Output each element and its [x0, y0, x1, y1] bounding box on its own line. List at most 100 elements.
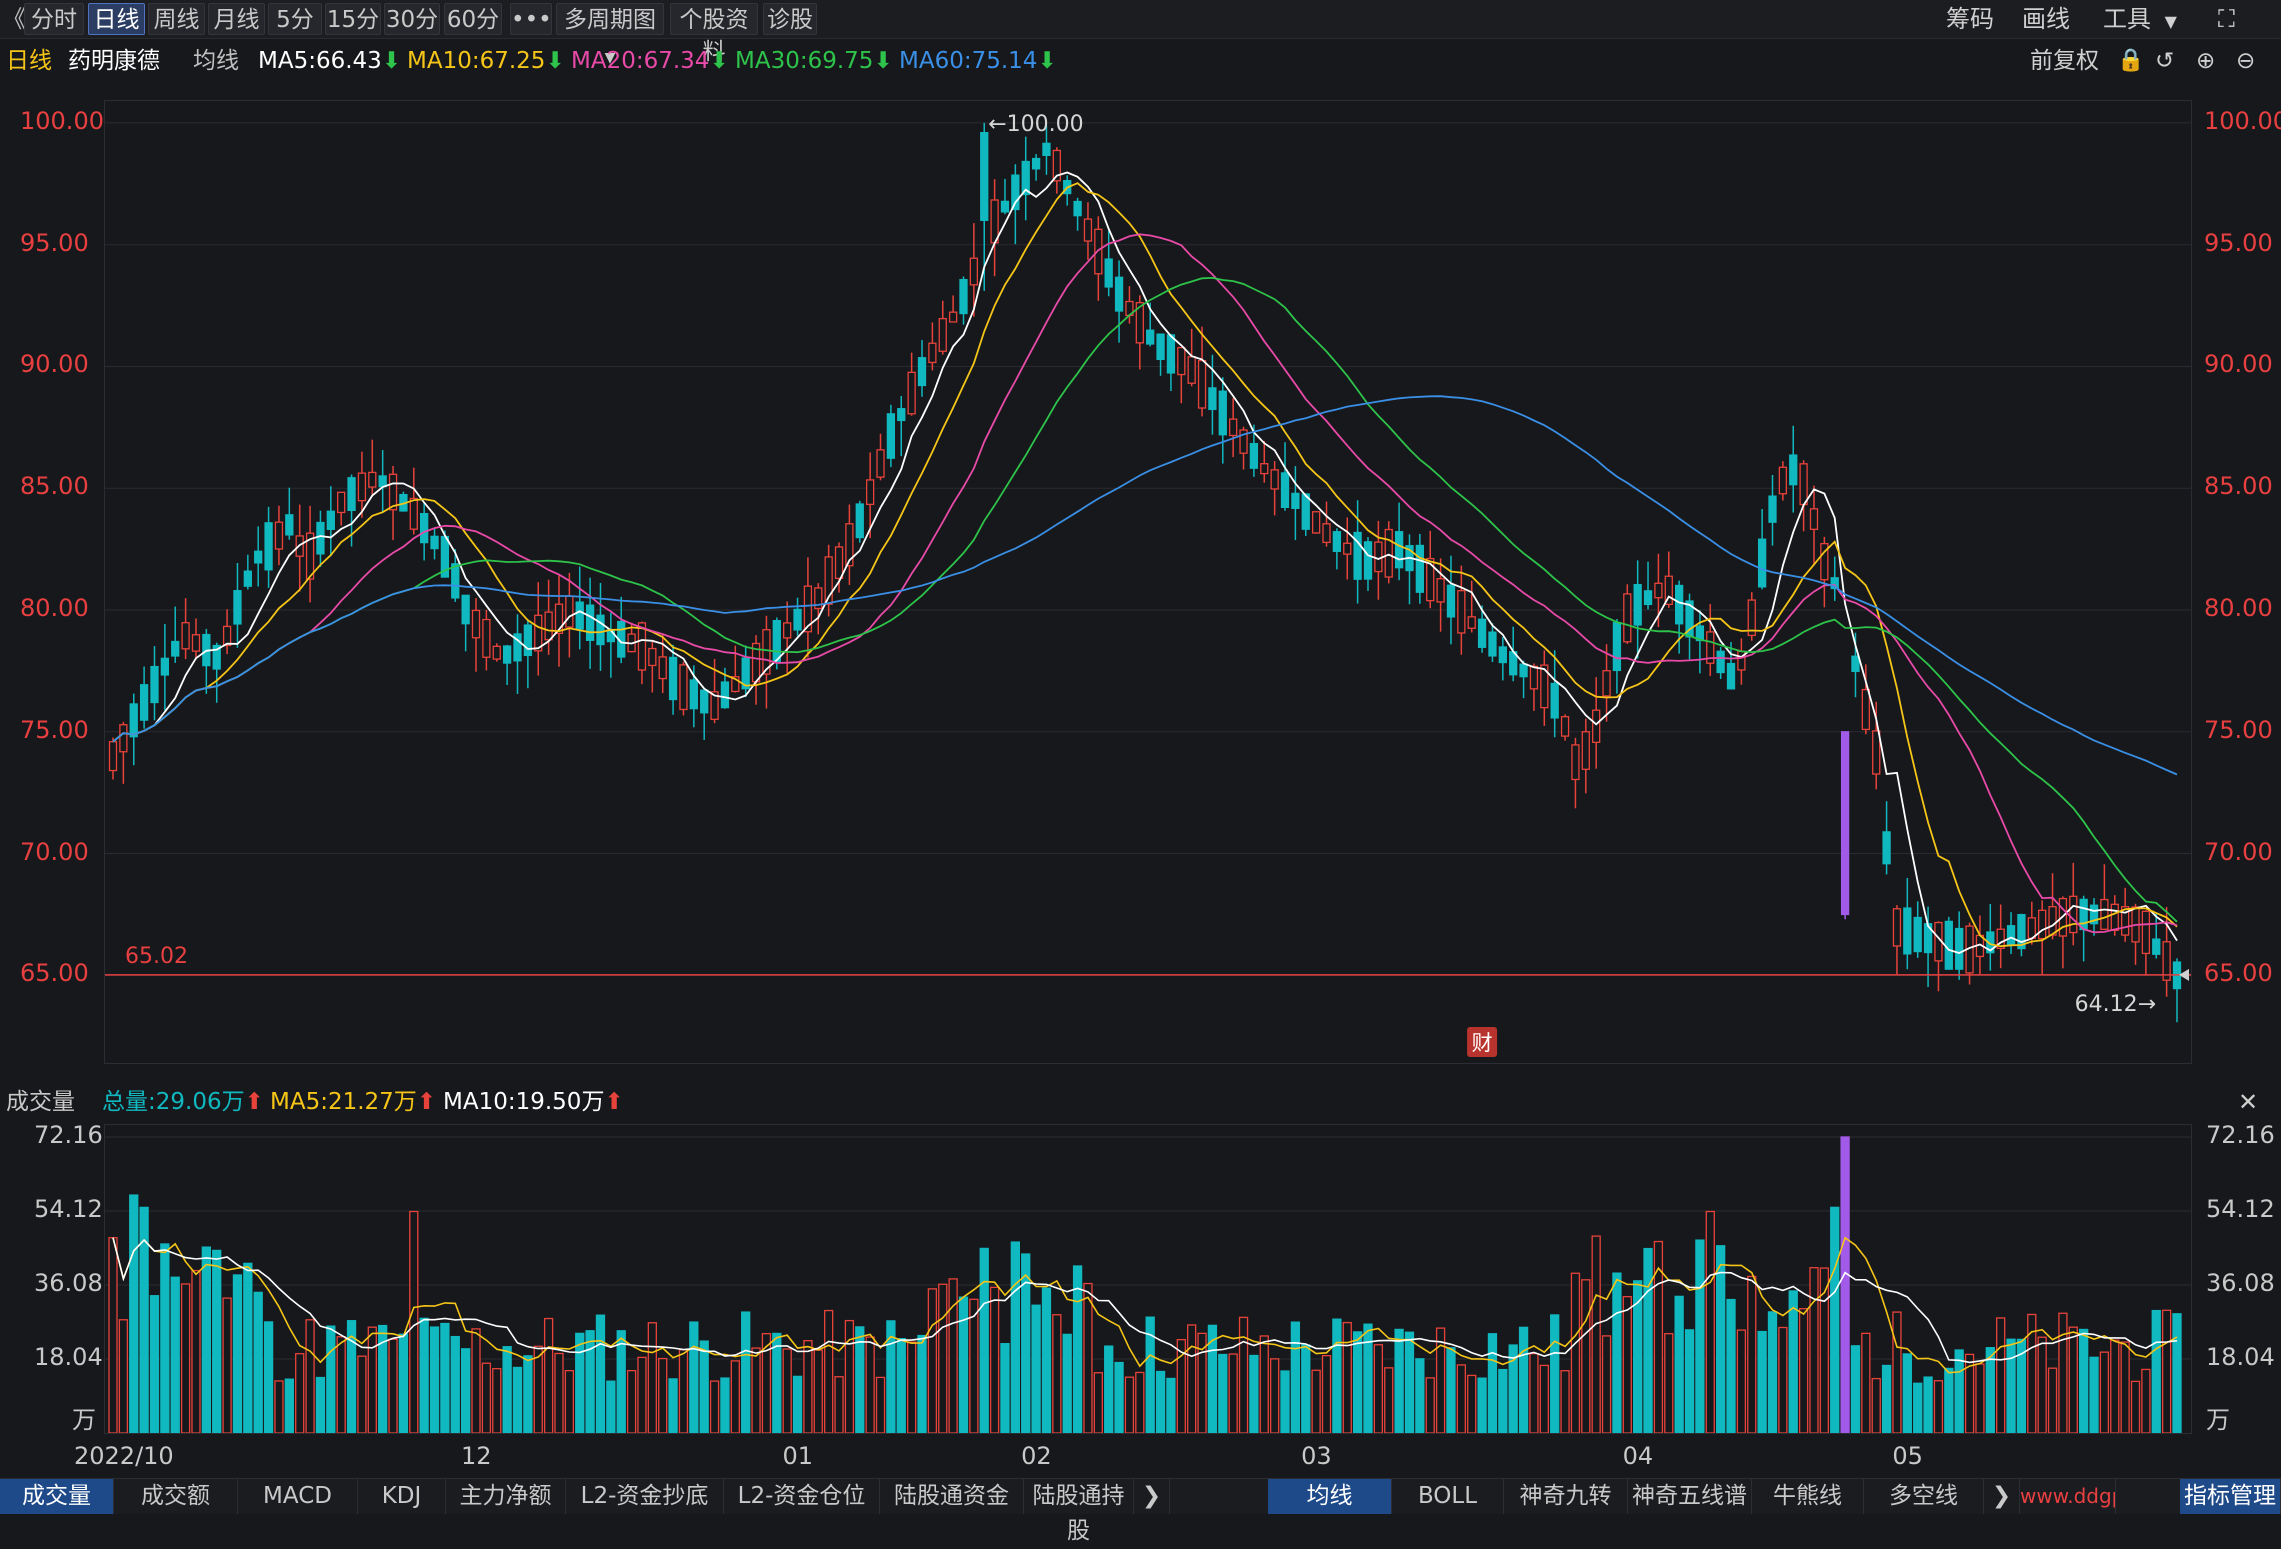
kline-chart[interactable]: 65.02 ←100.00 64.12→ 财 [104, 100, 2192, 1064]
tab-weekly[interactable]: 周线 [148, 3, 205, 35]
volume-tick-right: 36.08 [2206, 1269, 2275, 1297]
candle-body [502, 645, 512, 664]
indicator-manage-button[interactable]: 指标管理 [2180, 1479, 2281, 1514]
zoom-out-icon[interactable]: ⊖ [2236, 48, 2256, 74]
candle-body [1633, 583, 1642, 626]
indicator-tab[interactable]: KDJ [358, 1479, 446, 1514]
volume-bar [2006, 1338, 2016, 1434]
candle-body [637, 622, 647, 671]
volume-bar [1280, 1370, 1290, 1434]
candle-body [316, 521, 325, 555]
indicator-tab[interactable]: 成交量 [0, 1479, 114, 1514]
candle-body [2069, 895, 2078, 934]
indicator-tab[interactable]: MACD [238, 1479, 358, 1514]
candle-body [357, 472, 367, 502]
chevron-right-icon[interactable]: ❯ [1984, 1479, 2020, 1514]
indicator-tab[interactable]: 主力净额 [446, 1479, 566, 1514]
stock-name: 药明康德 [68, 48, 160, 74]
tab-monthly[interactable]: 月线 [208, 3, 265, 35]
indicator-tab[interactable]: L2-资金仓位 [724, 1479, 880, 1514]
candle-body [1353, 531, 1362, 580]
candle-body [2089, 904, 2099, 925]
volume-bar [1384, 1367, 1394, 1434]
candle-body [1477, 618, 1487, 648]
candle-body [565, 595, 574, 628]
volume-bar [295, 1353, 305, 1434]
draw-line-button[interactable]: 画线 [2022, 5, 2070, 33]
ma-label[interactable]: 均线 [193, 48, 239, 74]
tab-5min[interactable]: 5分 [268, 3, 322, 35]
indicator-tab[interactable]: 成交额 [114, 1479, 238, 1514]
collapse-icon[interactable]: 《 [2, 5, 26, 33]
volume-bar [595, 1314, 606, 1434]
indicator-tab[interactable]: 陆股通持股 [1024, 1479, 1134, 1544]
tab-minute[interactable]: 分时 [24, 3, 84, 35]
volume-bar [1726, 1298, 1736, 1434]
indicator-tab[interactable]: 陆股通资金 [880, 1479, 1024, 1514]
overlay-tab[interactable]: 神奇九转 [1504, 1479, 1628, 1514]
overlay-tab[interactable]: 多空线 [1864, 1479, 1984, 1514]
adjust-mode[interactable]: 前复权 [2030, 48, 2099, 74]
volume-bar [1446, 1347, 1456, 1434]
candle-body [886, 413, 896, 459]
candle-body [1073, 200, 1082, 217]
stock-profile-button[interactable]: 个股资料 [670, 3, 758, 65]
candle-body [1809, 508, 1819, 530]
candle-body [1457, 590, 1466, 634]
price-tick-left: 95.00 [20, 228, 89, 257]
volume-bar [606, 1380, 616, 1434]
candle-body [2162, 941, 2171, 981]
tab-15min[interactable]: 15分 [325, 3, 381, 35]
close-icon[interactable]: ✕ [2238, 1088, 2259, 1116]
volume-chart[interactable] [104, 1124, 2192, 1434]
candle-body [1643, 590, 1653, 606]
candle-body [1892, 908, 1902, 947]
candle-body [274, 521, 284, 550]
volume-bar [720, 1377, 730, 1434]
candle-body [482, 618, 491, 658]
fullscreen-icon[interactable]: ⛶ [2218, 5, 2235, 33]
more-button[interactable]: ••• [510, 3, 552, 35]
price-tick-right: 65.00 [2204, 959, 2273, 988]
candle-body [1156, 333, 1165, 361]
chip-button[interactable]: 筹码 [1946, 5, 1994, 33]
chevron-right-icon[interactable]: ❯ [1134, 1479, 1170, 1514]
candle-body [1436, 578, 1445, 603]
volume-bar [1166, 1377, 1176, 1434]
multi-period-button[interactable]: 多周期图 ▼ [556, 3, 664, 66]
tab-30min[interactable]: 30分 [384, 3, 440, 35]
candle-body [2152, 938, 2161, 955]
candle-body [1011, 174, 1020, 211]
candle-body [1384, 528, 1393, 578]
volume-bar [1041, 1287, 1052, 1434]
volume-bar [1736, 1329, 1747, 1434]
price-tick-right: 95.00 [2204, 228, 2273, 257]
reset-icon[interactable]: ↺ [2155, 48, 2175, 74]
volume-bar [1373, 1344, 1384, 1434]
volume-bar [1352, 1331, 1363, 1434]
finance-event-badge[interactable] [1467, 1027, 1498, 1057]
candle-body [834, 546, 844, 580]
tools-button[interactable]: 工具 ▼ [2103, 3, 2177, 35]
tab-daily[interactable]: 日线 [88, 3, 145, 35]
volume-bar [232, 1274, 243, 1434]
volume-total-text: 总量:29.06万 [102, 1089, 245, 1115]
overlay-tab[interactable]: 牛熊线 [1752, 1479, 1864, 1514]
volume-tick-left: 72.16 [34, 1121, 103, 1149]
lock-icon[interactable]: 🔒 [2117, 48, 2145, 73]
candle-body [2079, 898, 2088, 931]
price-tick-left: 75.00 [20, 715, 89, 744]
candle-body [648, 647, 657, 667]
volume-bar [834, 1376, 844, 1434]
overlay-tab[interactable]: BOLL [1392, 1479, 1504, 1514]
tab-60min[interactable]: 60分 [444, 3, 502, 35]
indicator-tab[interactable]: L2-资金抄底 [566, 1479, 724, 1514]
diagnosis-button[interactable]: 诊股 [763, 3, 817, 35]
volume-bar [637, 1356, 647, 1434]
candle-body [1301, 493, 1310, 530]
overlay-tab[interactable]: 均线 [1268, 1479, 1392, 1514]
volume-bar [1684, 1329, 1695, 1434]
zoom-in-icon[interactable]: ⊕ [2196, 48, 2216, 74]
overlay-tab[interactable]: 神奇五线谱 [1628, 1479, 1752, 1514]
volume-bar [1394, 1328, 1404, 1434]
